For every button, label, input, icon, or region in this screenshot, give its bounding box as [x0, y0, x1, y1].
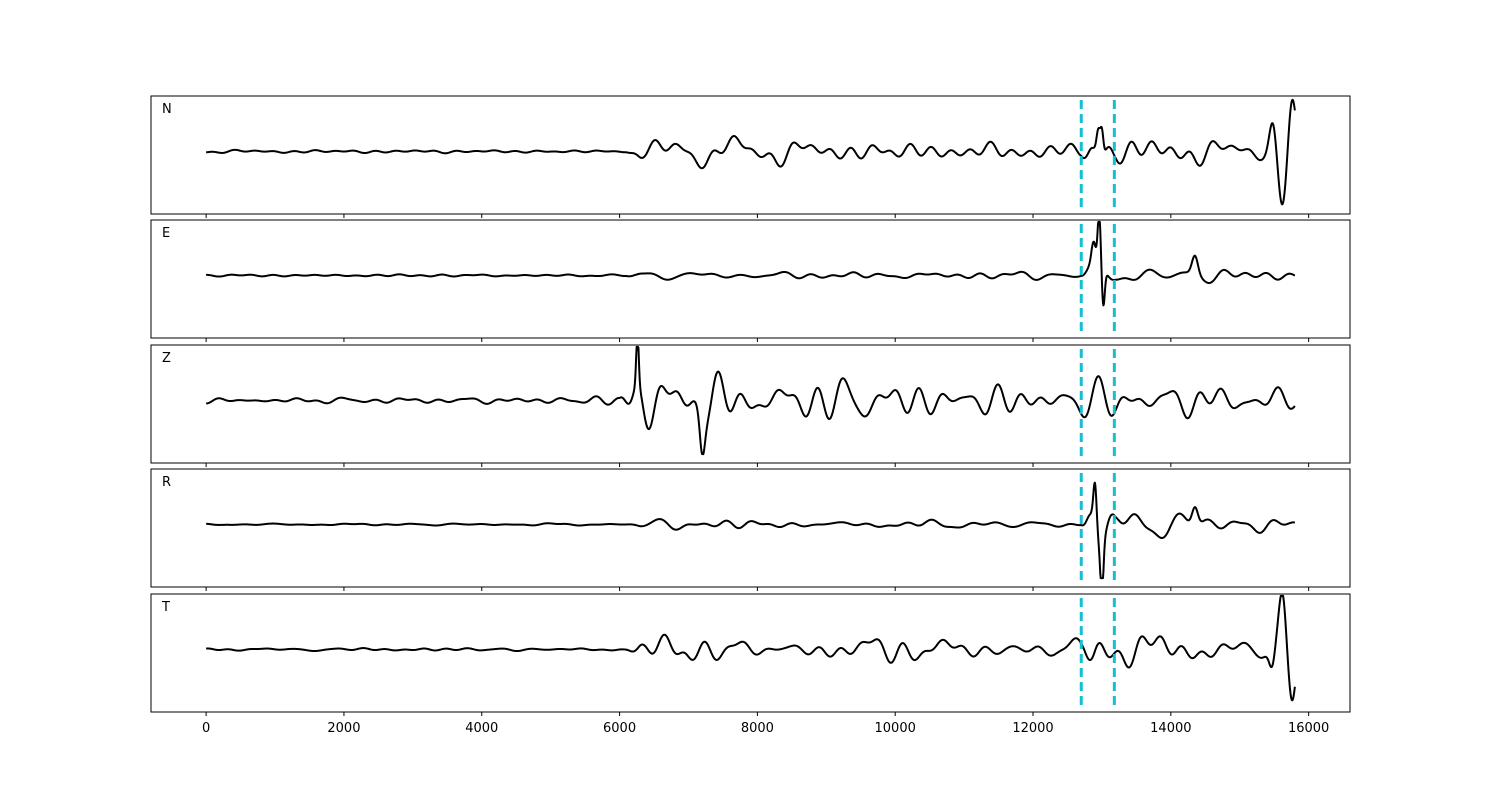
x-axis: 0 2000 4000 6000 8000 10000 12000 14000 16000: [202, 721, 1329, 736]
channel-label: T: [161, 600, 170, 615]
waveform-e: [205, 220, 1296, 307]
x-tick-label: 4000: [465, 721, 498, 736]
panel-e: E: [150, 219, 1351, 342]
x-tick-label: 0: [202, 721, 210, 736]
waveform-t: [205, 594, 1296, 702]
waveform-n: [205, 98, 1296, 206]
x-tick-label: 10000: [875, 721, 916, 736]
x-tick-label: 8000: [741, 721, 774, 736]
channel-label: N: [162, 102, 172, 117]
channel-label: E: [162, 226, 170, 241]
panel-frame: [150, 468, 1351, 588]
channel-panels: N E Z R T: [150, 95, 1351, 716]
panel-n: N: [150, 95, 1351, 218]
channel-label: R: [162, 475, 171, 490]
waveform-r: [205, 481, 1296, 580]
x-tick-label: 16000: [1288, 721, 1329, 736]
panel-frame: [150, 219, 1351, 339]
panel-frame: [150, 95, 1351, 215]
channel-label: Z: [162, 351, 171, 366]
panel-r: R: [150, 468, 1351, 591]
x-tick-label: 14000: [1150, 721, 1191, 736]
panel-t: T: [150, 593, 1351, 716]
panel-frame: [150, 344, 1351, 464]
panel-z: Z: [150, 344, 1351, 467]
panel-frame: [150, 593, 1351, 713]
waveform-z: [205, 345, 1296, 456]
x-tick-label: 2000: [327, 721, 360, 736]
x-tick-label: 6000: [603, 721, 636, 736]
x-tick-label: 12000: [1012, 721, 1053, 736]
